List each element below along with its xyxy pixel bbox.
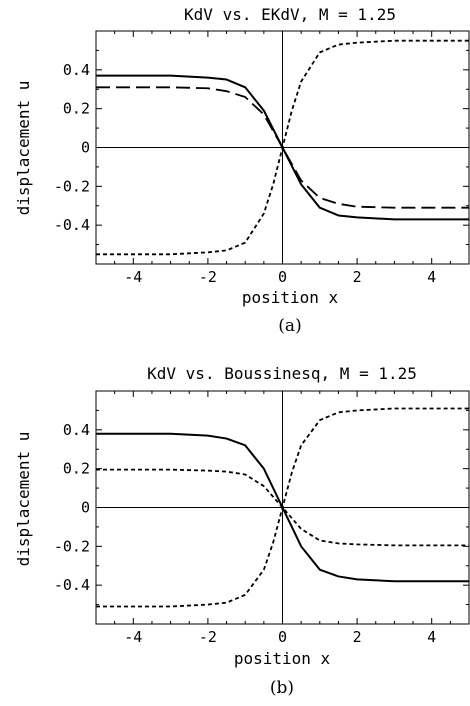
x-tick-label: -4 — [124, 268, 142, 286]
chart-panel-b: KdV vs. Boussinesq, M = 1.25 -4 -2 0 2 4 0.4 0… — [14, 364, 470, 698]
y-tick-label: 0.2 — [63, 460, 90, 478]
y-tick-label: -0.4 — [54, 216, 90, 234]
x-tick-label: -4 — [124, 628, 142, 646]
panel-caption: (a) — [278, 316, 301, 336]
plot-area: -4 -2 0 2 4 0.4 0.2 0 -0.2 -0.4 — [54, 30, 470, 286]
y-tick-label: 0 — [81, 499, 90, 517]
x-tick-label: 2 — [353, 268, 362, 286]
y-tick-label: 0.4 — [63, 61, 90, 79]
x-tick-label: 0 — [278, 628, 287, 646]
chart-title: KdV vs. EKdV, M = 1.25 — [184, 5, 396, 24]
panel-caption: (b) — [270, 678, 294, 698]
x-axis-label: position x — [242, 288, 339, 307]
x-tick-label: -2 — [199, 628, 217, 646]
x-tick-label: -2 — [199, 268, 217, 286]
chart-title: KdV vs. Boussinesq, M = 1.25 — [147, 364, 417, 383]
series-line-3 — [96, 407, 469, 608]
y-tick-label: -0.4 — [54, 576, 90, 594]
series-line-3 — [96, 39, 469, 256]
y-axis-label: displacement u — [14, 432, 33, 567]
plot-area: -4 -2 0 2 4 0.4 0.2 0 -0.2 -0.4 — [54, 390, 470, 646]
y-tick-label: 0.2 — [63, 100, 90, 118]
x-tick-label: 0 — [278, 268, 287, 286]
y-tick-label: 0.4 — [63, 421, 90, 439]
x-axis-label: position x — [234, 649, 331, 668]
x-tick-label: 2 — [353, 628, 362, 646]
chart-panel-a: KdV vs. EKdV, M = 1.25 -4 -2 0 2 4 0.4 0.2 0 -0.… — [14, 5, 470, 336]
y-tick-label: -0.2 — [54, 537, 90, 555]
x-tick-label: 4 — [427, 628, 436, 646]
y-tick-label: 0 — [81, 139, 90, 157]
x-tick-label: 4 — [427, 268, 436, 286]
y-axis-label: displacement u — [14, 81, 33, 216]
y-tick-label: -0.2 — [54, 177, 90, 195]
